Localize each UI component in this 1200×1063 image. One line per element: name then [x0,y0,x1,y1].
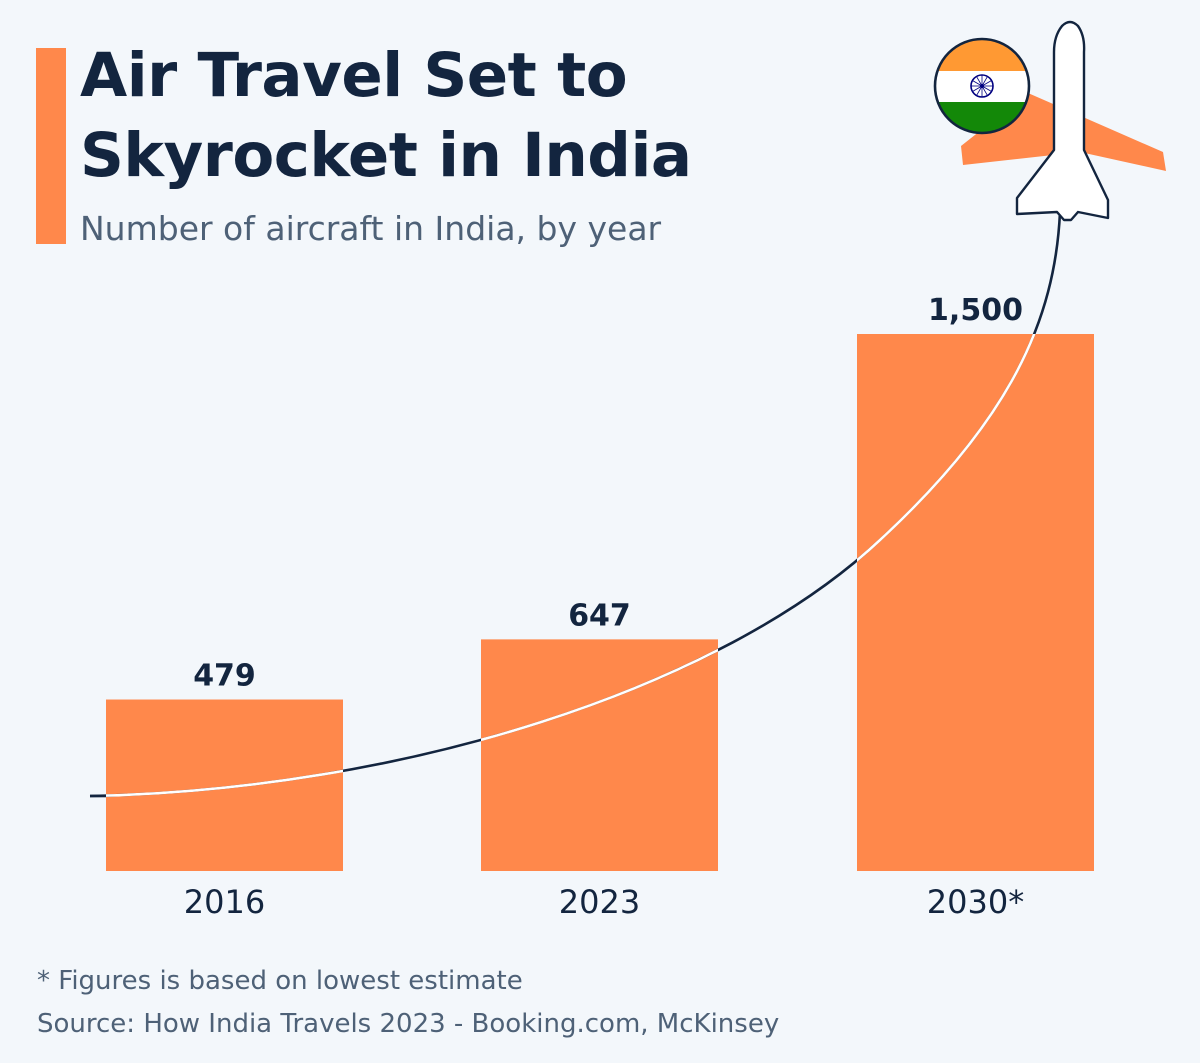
bars-layer [106,334,1094,871]
bar-2030 [857,334,1094,871]
category-label-2023: 2023 [559,883,640,921]
growth-curve [89,211,1062,798]
source-note: Source: How India Travels 2023 - Booking… [37,1009,780,1039]
value-label-2023: 647 [568,598,631,633]
value-label-2016: 479 [193,659,256,694]
airplane-body [1015,20,1110,222]
chakra-spoke [981,76,988,87]
chakra-spoke [981,85,992,92]
chakra-spoke [972,80,983,87]
chart-title: Air Travel Set to Skyrocket in India [80,36,692,196]
chakra-spoke [981,85,988,96]
chakra-spoke [972,85,983,92]
chart-title-line-2: Skyrocket in India [80,120,692,191]
chakra-spoke [976,76,983,87]
category-label-2030: 2030* [927,883,1024,921]
bar-2023 [481,639,718,871]
chakra-spoke [976,85,983,96]
value-label-2030: 1,500 [928,293,1023,328]
labels-layer: 479 2016 647 2023 1,500 2030* [184,293,1024,921]
footnote: * Figures is based on lowest estimate [37,966,523,996]
chart-title-line-1: Air Travel Set to [80,40,628,111]
title-accent-bar [36,48,66,244]
category-label-2016: 2016 [184,883,265,921]
chakra-spoke [981,80,992,87]
india-flag-icon [933,37,1031,135]
bar-2016 [106,699,343,871]
chart-subtitle: Number of aircraft in India, by year [80,209,662,248]
